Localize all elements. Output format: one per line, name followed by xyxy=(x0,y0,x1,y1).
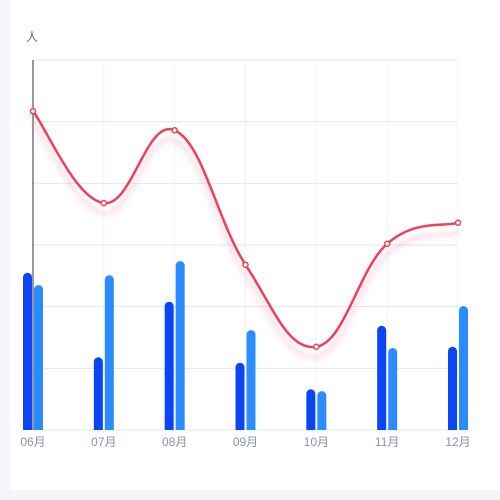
bar xyxy=(175,261,185,430)
bar xyxy=(34,285,43,430)
x-tick-label: 08月 xyxy=(162,435,187,449)
bar xyxy=(306,389,316,430)
x-tick-label: 11月 xyxy=(375,435,399,449)
line-point xyxy=(29,107,37,115)
x-tick-label: 12月 xyxy=(445,435,470,449)
bar xyxy=(459,306,468,430)
bar xyxy=(104,275,114,430)
bar xyxy=(235,362,245,430)
x-tick-label: 09月 xyxy=(233,435,258,449)
x-tick-label: 10月 xyxy=(304,435,329,449)
line-point xyxy=(383,240,391,248)
bar xyxy=(246,330,256,430)
bar xyxy=(448,346,457,430)
line-point xyxy=(454,219,462,227)
line-point xyxy=(100,199,108,207)
x-tick-label: 06月 xyxy=(20,435,45,449)
y-axis-label: 人 xyxy=(26,30,38,44)
bar xyxy=(377,325,387,430)
line-point xyxy=(171,127,178,134)
line-point xyxy=(242,261,249,268)
bar xyxy=(164,301,174,430)
line-point xyxy=(313,343,320,350)
bar xyxy=(93,357,103,430)
bar xyxy=(388,347,398,430)
bar xyxy=(317,391,327,430)
bar xyxy=(23,272,32,430)
x-tick-label: 07月 xyxy=(91,435,116,449)
